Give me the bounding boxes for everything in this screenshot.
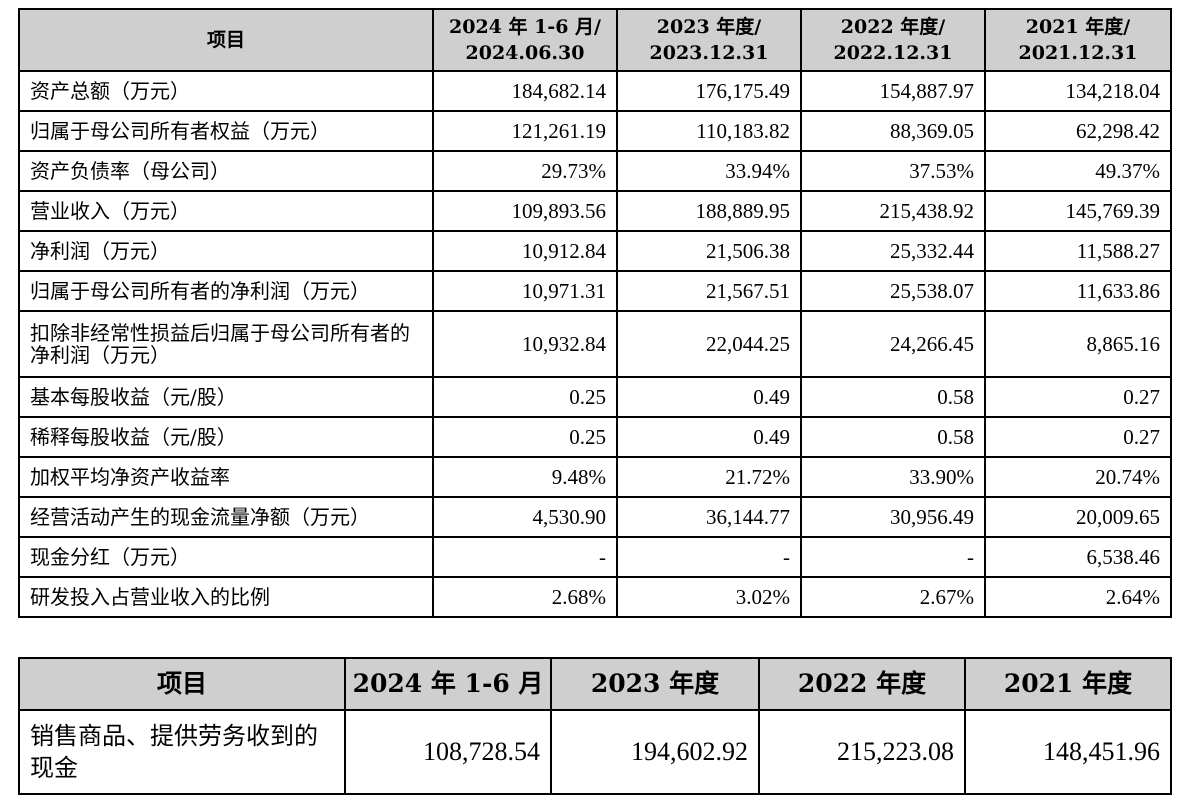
cell-2024h1: 0.25 [432,376,618,418]
header-period-2021: 2021 年度/2021.12.31 [984,8,1172,72]
cell-2024h1: 10,932.84 [432,310,618,378]
cell-2022: 154,887.97 [800,70,986,112]
header-period-2023: 2023 年度 [550,657,760,711]
cell-2021: 20.74% [984,456,1172,498]
cell-2023: 22,044.25 [616,310,802,378]
header-period-2022: 2022 年度/2022.12.31 [800,8,986,72]
row-label: 归属于母公司所有者权益（万元） [18,110,434,152]
cell-2023: 21,567.51 [616,270,802,312]
row-label: 扣除非经常性损益后归属于母公司所有者的净利润（万元） [18,310,434,378]
cell-2023: 0.49 [616,376,802,418]
cell-2024h1: 184,682.14 [432,70,618,112]
header-item: 项目 [18,657,346,711]
row-label: 经营活动产生的现金流量净额（万元） [18,496,434,538]
cell-2021: 148,451.96 [964,709,1172,795]
cell-2024h1: 2.68% [432,576,618,618]
cell-2022: - [800,536,986,578]
cell-2024h1: - [432,536,618,578]
cell-2022: 2.67% [800,576,986,618]
table-row: 经营活动产生的现金流量净额（万元） 4,530.90 36,144.77 30,… [18,496,1172,538]
table-row: 研发投入占营业收入的比例 2.68% 3.02% 2.67% 2.64% [18,576,1172,618]
cell-2023: 110,183.82 [616,110,802,152]
cell-2023: 188,889.95 [616,190,802,232]
cell-2023: 194,602.92 [550,709,760,795]
cell-2022: 215,438.92 [800,190,986,232]
row-label: 净利润（万元） [18,230,434,272]
row-label: 归属于母公司所有者的净利润（万元） [18,270,434,312]
cell-2023: 36,144.77 [616,496,802,538]
cell-2022: 24,266.45 [800,310,986,378]
table-row: 营业收入（万元） 109,893.56 188,889.95 215,438.9… [18,190,1172,232]
header-period-2024h1: 2024 年 1-6 月/2024.06.30 [432,8,618,72]
cell-2024h1: 4,530.90 [432,496,618,538]
cell-2024h1: 0.25 [432,416,618,458]
row-label: 现金分红（万元） [18,536,434,578]
row-label: 加权平均净资产收益率 [18,456,434,498]
cell-2024h1: 10,971.31 [432,270,618,312]
cell-2022: 25,538.07 [800,270,986,312]
cell-2021: 0.27 [984,376,1172,418]
header-period-2022: 2022 年度 [758,657,966,711]
cell-2024h1: 9.48% [432,456,618,498]
cell-2021: 49.37% [984,150,1172,192]
cell-2023: 33.94% [616,150,802,192]
table-row: 销售商品、提供劳务收到的现金 108,728.54 194,602.92 215… [18,709,1172,795]
cell-2024h1: 109,893.56 [432,190,618,232]
table-row: 现金分红（万元） - - - 6,538.46 [18,536,1172,578]
row-label: 资产负债率（母公司） [18,150,434,192]
cell-2021: 20,009.65 [984,496,1172,538]
cell-2023: 21.72% [616,456,802,498]
financial-summary-table: 项目 2024 年 1-6 月/2024.06.30 2023 年度/2023.… [18,8,1172,618]
header-period-2021: 2021 年度 [964,657,1172,711]
cell-2021: 8,865.16 [984,310,1172,378]
header-period-2023: 2023 年度/2023.12.31 [616,8,802,72]
cell-2022: 37.53% [800,150,986,192]
cell-2024h1: 121,261.19 [432,110,618,152]
row-label: 营业收入（万元） [18,190,434,232]
cell-2023: 3.02% [616,576,802,618]
cell-2022: 25,332.44 [800,230,986,272]
header-item: 项目 [18,8,434,72]
cell-2021: 145,769.39 [984,190,1172,232]
cell-2021: 0.27 [984,416,1172,458]
cell-2022: 30,956.49 [800,496,986,538]
table-row: 稀释每股收益（元/股） 0.25 0.49 0.58 0.27 [18,416,1172,458]
table-header-row: 项目 2024 年 1-6 月 2023 年度 2022 年度 2021 年度 [18,657,1172,711]
row-label: 研发投入占营业收入的比例 [18,576,434,618]
cell-2023: - [616,536,802,578]
cash-received-table: 项目 2024 年 1-6 月 2023 年度 2022 年度 2021 年度 … [18,657,1172,795]
cell-2022: 0.58 [800,376,986,418]
row-label: 销售商品、提供劳务收到的现金 [18,709,346,795]
cell-2023: 21,506.38 [616,230,802,272]
table-row: 基本每股收益（元/股） 0.25 0.49 0.58 0.27 [18,376,1172,418]
table-row: 归属于母公司所有者权益（万元） 121,261.19 110,183.82 88… [18,110,1172,152]
row-label: 资产总额（万元） [18,70,434,112]
table-row: 加权平均净资产收益率 9.48% 21.72% 33.90% 20.74% [18,456,1172,498]
table-row: 归属于母公司所有者的净利润（万元） 10,971.31 21,567.51 25… [18,270,1172,312]
row-label: 基本每股收益（元/股） [18,376,434,418]
cell-2024h1: 29.73% [432,150,618,192]
cell-2024h1: 108,728.54 [344,709,552,795]
table-row: 资产总额（万元） 184,682.14 176,175.49 154,887.9… [18,70,1172,112]
cell-2021: 6,538.46 [984,536,1172,578]
table-header-row: 项目 2024 年 1-6 月/2024.06.30 2023 年度/2023.… [18,8,1172,72]
row-label: 稀释每股收益（元/股） [18,416,434,458]
cell-2024h1: 10,912.84 [432,230,618,272]
cell-2022: 88,369.05 [800,110,986,152]
cell-2021: 62,298.42 [984,110,1172,152]
table-row: 资产负债率（母公司） 29.73% 33.94% 37.53% 49.37% [18,150,1172,192]
table-row: 净利润（万元） 10,912.84 21,506.38 25,332.44 11… [18,230,1172,272]
cell-2022: 33.90% [800,456,986,498]
cell-2023: 0.49 [616,416,802,458]
cell-2022: 215,223.08 [758,709,966,795]
table-row: 扣除非经常性损益后归属于母公司所有者的净利润（万元） 10,932.84 22,… [18,310,1172,378]
cell-2023: 176,175.49 [616,70,802,112]
cell-2021: 134,218.04 [984,70,1172,112]
cell-2021: 11,588.27 [984,230,1172,272]
cell-2022: 0.58 [800,416,986,458]
cell-2021: 2.64% [984,576,1172,618]
header-period-2024h1: 2024 年 1-6 月 [344,657,552,711]
cell-2021: 11,633.86 [984,270,1172,312]
